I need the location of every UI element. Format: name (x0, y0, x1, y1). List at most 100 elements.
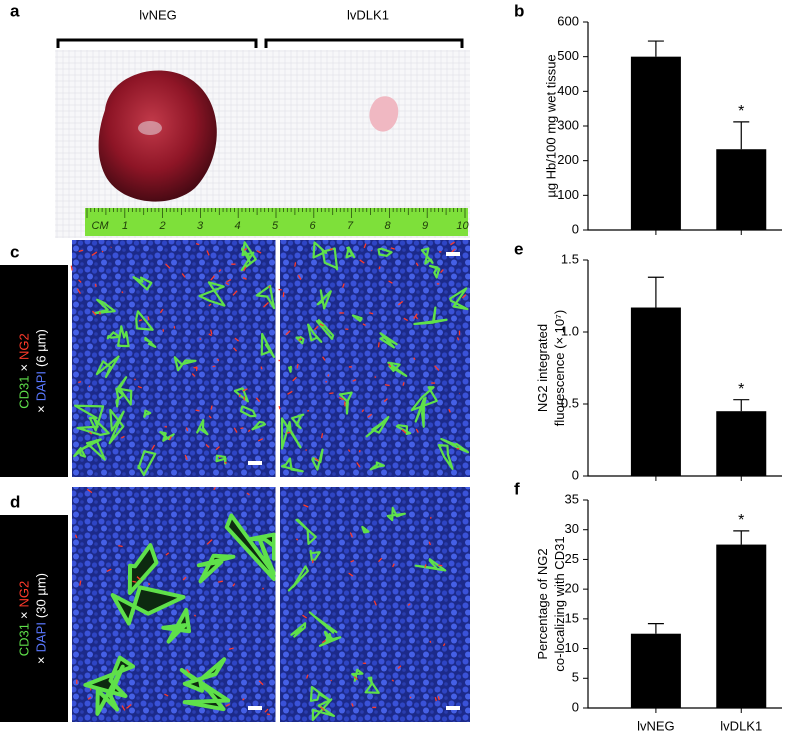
vessel (240, 241, 257, 272)
pericyte (242, 388, 248, 392)
stain-part: × (34, 405, 49, 413)
vessel (198, 281, 226, 307)
pericyte (378, 266, 381, 270)
vessel (449, 287, 469, 311)
pericyte (78, 249, 84, 253)
pericyte (226, 278, 232, 283)
pericyte (225, 282, 230, 286)
highlight (138, 121, 162, 135)
y-axis-label: NG2 integrated (535, 324, 550, 412)
ruler-label: 1 (122, 220, 128, 232)
pericyte (168, 436, 172, 441)
pericyte (218, 456, 221, 459)
panel-letter: b (514, 1, 524, 20)
vessel (179, 668, 231, 712)
vessel (410, 386, 438, 412)
vessel (361, 525, 370, 534)
vessel (144, 336, 157, 348)
vessel (116, 376, 133, 406)
pericyte (242, 698, 245, 701)
pericyte (138, 319, 143, 322)
pericyte (367, 413, 373, 418)
pericyte (424, 564, 427, 568)
pericyte (349, 532, 354, 538)
bracket (264, 38, 464, 48)
pericyte (181, 273, 186, 278)
pericyte (257, 438, 264, 442)
y-tick-label: 1.5 (561, 251, 579, 266)
vessel (315, 319, 335, 340)
pericyte (268, 286, 271, 289)
pericyte (89, 431, 93, 435)
vessel (395, 424, 412, 435)
stain-part: CD31 (17, 376, 32, 409)
pericyte (415, 428, 419, 433)
y-tick-label: 35 (565, 491, 579, 506)
vessel (106, 331, 121, 340)
pericyte (388, 363, 392, 368)
pericyte (362, 323, 366, 326)
pericyte (292, 376, 297, 382)
vessel (132, 276, 153, 291)
panel-letter: c (10, 242, 19, 261)
vessel (173, 356, 197, 372)
pericyte (413, 357, 416, 361)
pericyte (347, 449, 351, 452)
panel-letter: f (514, 479, 520, 498)
pericyte (195, 243, 200, 246)
vessel (379, 332, 398, 349)
pericyte (126, 704, 132, 709)
vessel (182, 657, 227, 693)
vessel (280, 417, 302, 450)
pericyte (165, 263, 171, 269)
pericyte (206, 539, 213, 545)
vessel (387, 361, 408, 378)
ruler-label: 9 (422, 220, 428, 232)
pericyte (413, 313, 418, 319)
pericyte (440, 269, 444, 273)
pericyte (164, 693, 169, 697)
vessel (224, 513, 276, 582)
pericyte (369, 312, 374, 315)
pericyte (352, 379, 357, 382)
stain-part: (30 µm) (34, 573, 49, 618)
pericyte (363, 243, 367, 249)
vessel (414, 396, 427, 428)
pericyte (314, 325, 319, 331)
pericyte (258, 680, 264, 686)
group-label: lvNEG (139, 7, 177, 22)
ruler-label: 8 (384, 220, 391, 232)
ruler-label: 3 (197, 220, 204, 232)
pericyte (240, 427, 244, 430)
vessel (307, 323, 323, 343)
vessel (127, 543, 159, 595)
tumor-large (98, 70, 217, 202)
pericyte (147, 583, 151, 585)
vessel (288, 365, 292, 373)
bar (716, 411, 767, 476)
significance-mark: * (738, 512, 744, 529)
pericyte (294, 262, 297, 267)
pericyte (397, 300, 404, 306)
vessel (414, 558, 447, 572)
pericyte (208, 333, 212, 337)
pericyte (136, 576, 141, 581)
pericyte (86, 488, 93, 494)
pericyte (147, 316, 150, 321)
vessel (311, 448, 324, 471)
stain-part: DAPI (34, 371, 49, 401)
ruler-label: 6 (309, 220, 316, 232)
pericyte (392, 563, 395, 568)
y-tick-label: 15 (565, 610, 579, 625)
pericyte (91, 251, 98, 256)
vessel (161, 607, 192, 644)
pericyte (342, 283, 345, 288)
vessel (93, 298, 116, 315)
pericyte (151, 444, 156, 451)
pericyte (208, 415, 212, 419)
tumor-small (369, 96, 399, 132)
y-tick-label: 20 (565, 581, 579, 596)
pericyte (165, 552, 170, 556)
pericyte (78, 381, 82, 384)
pericyte (402, 382, 405, 386)
